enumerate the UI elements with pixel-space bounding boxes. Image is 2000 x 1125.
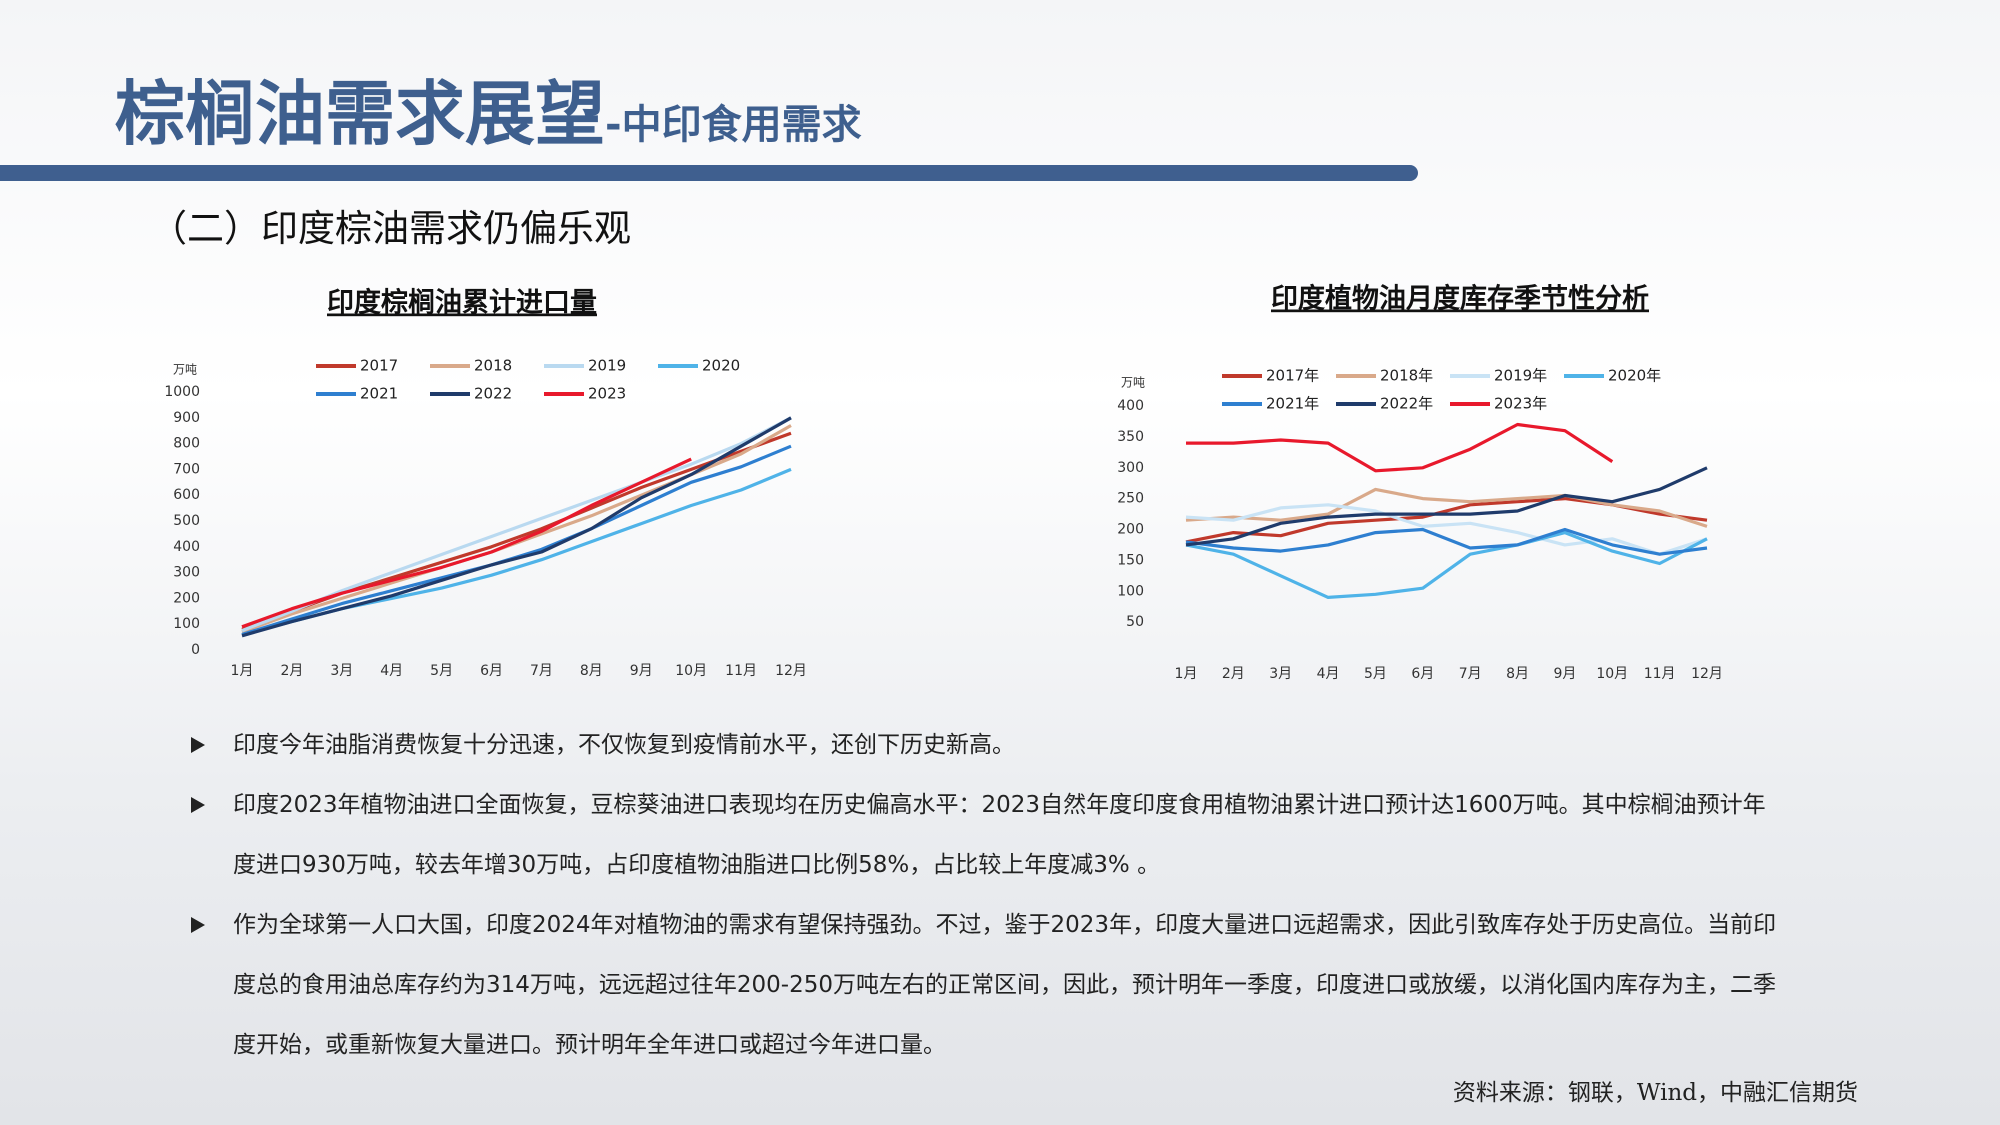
header: 棕榈油需求展望-中印食用需求: [115, 58, 862, 159]
bullet-text: 印度今年油脂消费恢复十分迅速，不仅恢复到疫情前水平，还创下历史新高。: [233, 732, 1015, 758]
y-tick-label: 400: [1117, 398, 1144, 414]
x-tick-label: 7月: [1459, 666, 1482, 682]
x-tick-label: 10月: [675, 663, 707, 679]
x-tick-label: 5月: [430, 663, 453, 679]
x-tick-label: 2月: [1222, 666, 1245, 682]
x-tick-label: 3月: [1269, 666, 1292, 682]
x-tick-label: 7月: [530, 663, 553, 679]
series-line: [1185, 487, 1708, 528]
y-axis-unit: 万吨: [1121, 376, 1145, 390]
title: 棕榈油需求展望: [115, 73, 605, 155]
series-line: [1185, 503, 1708, 556]
y-tick-label: 100: [1117, 583, 1144, 599]
legend-label: 2023年: [1494, 395, 1547, 413]
legend-label: 2017: [360, 357, 398, 375]
y-tick-label: 350: [1117, 429, 1144, 445]
y-tick-label: 200: [1117, 522, 1144, 538]
series-line: [1185, 466, 1708, 547]
y-tick-label: 100: [173, 616, 200, 632]
legend-label: 2018年: [1380, 367, 1433, 385]
x-tick-label: 8月: [580, 663, 603, 679]
chart-title: 印度植物油月度库存季节性分析: [1271, 283, 1649, 315]
y-tick-label: 300: [1117, 460, 1144, 476]
bullet-text: 作为全球第一人口大国，印度2024年对植物油的需求有望保持强劲。不过，鉴于202…: [233, 912, 1777, 1058]
x-tick-label: 2月: [280, 663, 303, 679]
x-tick-label: 11月: [1644, 666, 1676, 682]
legend-label: 2023: [588, 385, 626, 403]
x-tick-label: 1月: [231, 663, 254, 679]
legend-label: 2017年: [1266, 367, 1319, 385]
x-tick-label: 8月: [1506, 666, 1529, 682]
x-tick-label: 6月: [480, 663, 503, 679]
series-line: [241, 457, 692, 629]
series-line: [241, 416, 792, 638]
bullet-text: 印度2023年植物油进口全面恢复，豆棕葵油进口表现均在历史偏高水平：2023自然…: [233, 792, 1766, 878]
x-tick-label: 12月: [1691, 666, 1723, 682]
subtitle: -中印食用需求: [605, 102, 862, 148]
y-tick-label: 1000: [164, 384, 200, 400]
x-tick-label: 4月: [1317, 666, 1340, 682]
series-line: [1185, 531, 1708, 599]
y-tick-label: 300: [173, 565, 200, 581]
y-tick-label: 700: [173, 461, 200, 477]
section-heading: （二）印度棕油需求仍偏乐观: [150, 207, 631, 250]
bullet: 印度2023年植物油进口全面恢复，豆棕葵油进口表现均在历史偏高水平：2023自然…: [191, 775, 1778, 895]
chart-title: 印度棕榈油累计进口量: [327, 287, 597, 319]
y-tick-label: 200: [173, 590, 200, 606]
legend-label: 2021年: [1266, 395, 1319, 413]
y-tick-label: 600: [173, 487, 200, 503]
legend-label: 2020年: [1608, 367, 1661, 385]
bullet: 作为全球第一人口大国，印度2024年对植物油的需求有望保持强劲。不过，鉴于202…: [191, 895, 1778, 1075]
bullet: 印度今年油脂消费恢复十分迅速，不仅恢复到疫情前水平，还创下历史新高。: [191, 715, 1778, 775]
x-tick-label: 12月: [775, 663, 807, 679]
legend-label: 2020: [702, 357, 740, 375]
source: 资料来源：钢联，Wind，中融汇信期货: [1452, 1080, 1858, 1106]
legend-label: 2022年: [1380, 395, 1433, 413]
y-tick-label: 50: [1126, 614, 1144, 630]
y-axis-unit: 万吨: [173, 363, 197, 377]
y-tick-label: 0: [191, 642, 200, 658]
y-tick-label: 400: [173, 539, 200, 555]
header-band: [0, 165, 1418, 181]
legend-label: 2019: [588, 357, 626, 375]
y-tick-label: 150: [1117, 552, 1144, 568]
legend-label: 2018: [474, 357, 512, 375]
y-tick-label: 800: [173, 436, 200, 452]
x-tick-label: 10月: [1596, 666, 1628, 682]
series-line: [1185, 527, 1708, 556]
x-tick-label: 1月: [1175, 666, 1198, 682]
x-tick-label: 3月: [330, 663, 353, 679]
legend-label: 2022: [474, 385, 512, 403]
x-tick-label: 5月: [1364, 666, 1387, 682]
y-tick-label: 250: [1117, 491, 1144, 507]
x-tick-label: 9月: [1553, 666, 1576, 682]
x-tick-label: 11月: [725, 663, 757, 679]
y-tick-label: 900: [173, 410, 200, 426]
series-line: [1186, 422, 1614, 473]
legend-label: 2021: [360, 385, 398, 403]
x-tick-label: 4月: [380, 663, 403, 679]
y-tick-label: 500: [173, 513, 200, 529]
x-tick-label: 9月: [630, 663, 653, 679]
x-tick-label: 6月: [1411, 666, 1434, 682]
legend-label: 2019年: [1494, 367, 1547, 385]
